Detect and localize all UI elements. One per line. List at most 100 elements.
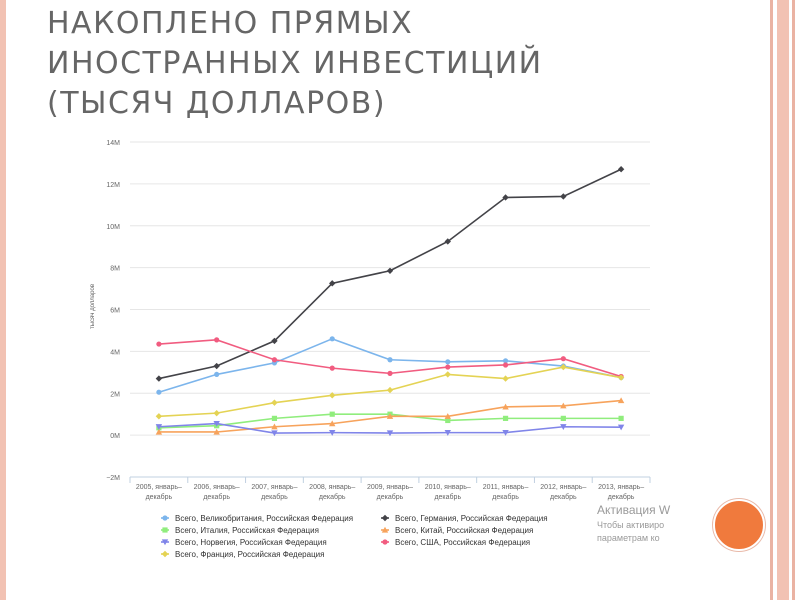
legend-swatch-marker-1: [381, 514, 389, 522]
series-6-point-3: [329, 392, 336, 399]
x-tick-label-2-1: декабрь: [261, 493, 288, 501]
slide-title-line-2: ИНОСТРАННЫХ ИНВЕСТИЦИЙ: [47, 46, 543, 81]
x-tick-label-1-1: декабрь: [203, 493, 230, 501]
x-tick-label-4-1: декабрь: [377, 493, 404, 501]
legend-label-2: Всего, Италия, Российская Федерация: [175, 526, 319, 535]
x-tick-label-5-0: 2010, январь–: [425, 484, 471, 491]
series-2-point-3: [329, 411, 335, 417]
series-1-point-6: [502, 194, 509, 201]
slide-title: НАКОПЛЕНО ПРЯМЫХ ИНОСТРАННЫХ ИНВЕСТИЦИЙ …: [47, 4, 737, 124]
series-3-point-5: [444, 413, 451, 419]
y-tick-label-6: 2M: [110, 391, 120, 398]
y-tick-label-4: 6M: [110, 308, 120, 315]
legend-label-5: Всего, США, Российская Федерация: [395, 538, 530, 547]
y-tick-label-8: −2M: [106, 475, 120, 482]
series-0-point-5: [445, 359, 451, 365]
series-4-point-2: [271, 430, 278, 437]
series-6-point-2: [271, 399, 278, 406]
series-1-point-1: [213, 362, 220, 370]
series-4-point-7: [560, 424, 567, 430]
y-tick-label-3: 8M: [110, 266, 120, 273]
watermark-line-2: Чтобы активиро: [597, 520, 665, 530]
watermark-line-3: параметрам ко: [597, 533, 660, 543]
series-2-point-5: [445, 417, 451, 424]
x-tick-label-0-1: декабрь: [146, 493, 173, 501]
series-4-point-4: [386, 430, 394, 437]
series-1-point-7: [560, 193, 567, 200]
y-tick-label-1: 12M: [106, 182, 120, 189]
legend-overflow-mask: [658, 498, 668, 544]
x-tick-label-7-0: 2012, январь–: [540, 484, 586, 491]
series-3-point-1: [213, 428, 220, 435]
series-4-point-5: [444, 430, 451, 436]
series-1-point-2: [271, 337, 278, 345]
orange-circle-decoration: [713, 499, 765, 551]
series-3: [155, 397, 625, 435]
series-0: [156, 336, 624, 395]
series-5-point-3: [329, 365, 335, 371]
series-2-point-2: [271, 415, 278, 421]
legend-swatch-marker-2: [162, 527, 168, 533]
legend-label-1: Всего, Германия, Российская Федерация: [395, 514, 548, 523]
x-tick-label-6-1: декабрь: [492, 493, 519, 501]
left-decorative-rail: [0, 0, 6, 600]
series-2-point-7: [560, 415, 566, 421]
series-5-point-6: [502, 362, 509, 368]
series-3-point-0: [155, 428, 163, 435]
y-tick-label-0: 14M: [106, 140, 120, 147]
x-axis: 2005, январь– декабрь 2006, январь– декабрь…: [129, 476, 651, 501]
series-6-point-0: [155, 413, 163, 420]
series-4-point-6: [502, 430, 509, 436]
series-4: [155, 421, 625, 437]
legend-swatch-marker-5: [382, 539, 388, 545]
legend-swatch-marker-4: [161, 539, 169, 546]
series-6: [155, 363, 625, 420]
series-5-point-1: [214, 337, 220, 343]
series-3-point-8: [617, 397, 625, 404]
legend-item-1: Всего, Германия, Российская Федерация: [381, 514, 548, 523]
legend-label-3: Всего, Китай, Российская Федерация: [395, 526, 533, 535]
series-1: [155, 166, 625, 382]
x-tick-label-6-0: 2011, январь–: [483, 484, 529, 491]
right-decorative-rail-outer: [792, 0, 795, 600]
series-4-point-0: [155, 424, 163, 430]
series-3-point-4: [386, 413, 394, 419]
legend-label-6: Всего, Франция, Российская Федерация: [175, 550, 324, 559]
y-axis: 14M 12M 10M 8M 6M 4M 2M 0M −2M тысяч долларов: [90, 140, 120, 482]
series-2-point-8: [618, 415, 624, 421]
slide-title-line-1: НАКОПЛЕНО ПРЯМЫХ: [47, 6, 414, 41]
series-3-point-6: [502, 403, 509, 410]
series-1-point-8: [617, 166, 625, 173]
series-1-point-0: [155, 375, 163, 382]
series-5-point-5: [445, 364, 451, 370]
series-6-point-1: [213, 409, 220, 417]
series-0-point-4: [387, 357, 393, 363]
x-tick-label-3-0: 2008, январь–: [309, 484, 355, 491]
series-1-point-5: [444, 238, 451, 245]
series-0-point-0: [156, 389, 162, 395]
legend-label-0: Всего, Великобритания, Российская Федера…: [175, 514, 353, 523]
series-6-point-6: [502, 375, 509, 382]
series-0-point-6: [502, 358, 509, 364]
x-tick-label-1-0: 2006, январь–: [194, 484, 240, 491]
legend-item-4: Всего, Норвегия, Российская Федерация: [161, 538, 327, 547]
y-axis-title: тысяч долларов: [90, 284, 96, 329]
series-6-point-8: [617, 374, 625, 381]
series-5-point-4: [387, 370, 393, 376]
x-tick-label-8-0: 2013, январь–: [598, 484, 644, 491]
series-6-point-7: [560, 363, 567, 371]
series-1-point-3: [329, 280, 336, 287]
y-tick-label-5: 4M: [110, 349, 120, 356]
series-5-point-7: [560, 356, 566, 362]
legend-item-5: Всего, США, Российская Федерация: [381, 538, 530, 547]
legend-swatch-marker-0: [162, 515, 168, 521]
legend-item-6: Всего, Франция, Российская Федерация: [161, 550, 324, 559]
chart-plot-area: [155, 166, 625, 437]
chart-legend: Всего, Великобритания, Российская Федера…: [161, 514, 548, 559]
series-3-point-2: [271, 423, 278, 430]
series-1-point-4: [386, 267, 394, 274]
series-6-point-5: [444, 371, 451, 378]
x-tick-label-3-1: декабрь: [319, 493, 346, 501]
x-tick-label-5-1: декабрь: [434, 493, 461, 501]
x-tick-label-2-0: 2007, январь–: [251, 484, 297, 491]
